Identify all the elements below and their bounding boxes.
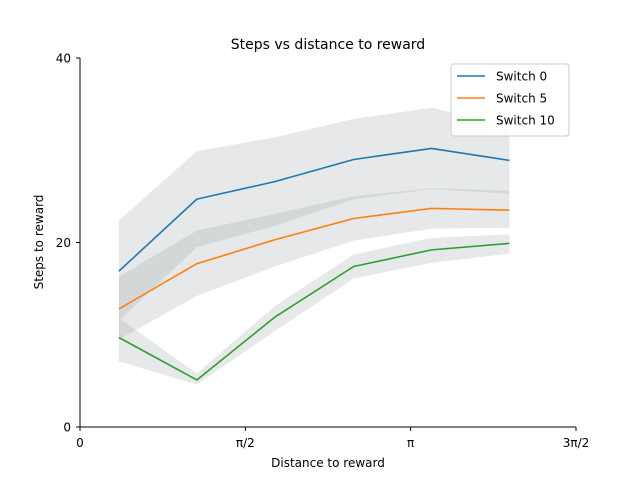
x-tick-label: 3π/2	[563, 436, 590, 450]
chart-title: Steps vs distance to reward	[231, 37, 425, 53]
y-axis-label: Steps to reward	[32, 195, 46, 290]
y-tick-label: 0	[63, 421, 71, 435]
y-tick-label: 20	[56, 236, 71, 250]
legend-label-switch-5: Switch 5	[496, 92, 547, 106]
x-tick-label: 0	[76, 436, 84, 450]
legend[interactable]: Switch 0 Switch 5 Switch 10	[451, 64, 569, 136]
legend-label-switch-0: Switch 0	[496, 70, 547, 84]
y-tick-label: 40	[56, 52, 71, 66]
x-tick-label: π/2	[236, 436, 255, 450]
x-tick-label: π	[407, 436, 414, 450]
legend-label-switch-10: Switch 10	[496, 114, 555, 128]
confidence-bands	[119, 108, 510, 385]
x-axis-label: Distance to reward	[271, 456, 385, 470]
